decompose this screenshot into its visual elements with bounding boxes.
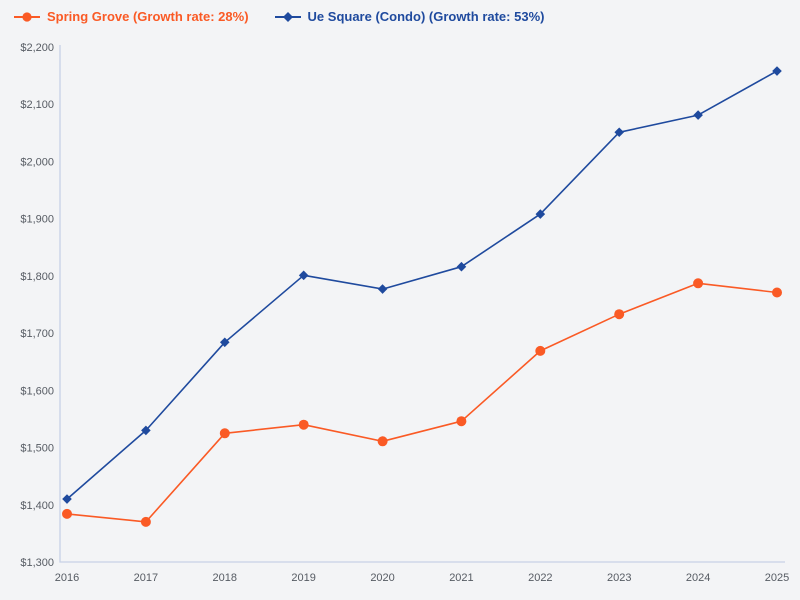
x-axis-tick-label: 2019 [291, 572, 315, 584]
x-axis-tick-label: 2024 [686, 572, 710, 584]
y-axis-tick-label: $2,000 [20, 156, 54, 168]
y-axis-tick-label: $1,500 [20, 443, 54, 455]
data-point-spring-grove[interactable] [140, 516, 151, 527]
chart-legend: Spring Grove (Growth rate: 28%) Ue Squar… [14, 9, 544, 24]
y-axis-tick-label: $1,300 [20, 557, 54, 569]
y-axis-tick-label: $1,700 [20, 328, 54, 340]
x-axis-tick-label: 2016 [55, 572, 79, 584]
data-point-spring-grove[interactable] [456, 416, 467, 427]
legend-label-spring-grove: Spring Grove (Growth rate: 28%) [47, 9, 249, 24]
legend-item-spring-grove[interactable]: Spring Grove (Growth rate: 28%) [14, 9, 249, 24]
x-axis-tick-label: 2018 [213, 572, 237, 584]
legend-label-ue-square: Ue Square (Condo) (Growth rate: 53%) [307, 9, 545, 24]
data-point-spring-grove[interactable] [614, 309, 625, 320]
axis-lines [59, 45, 785, 563]
data-point-ue-square-condo[interactable] [772, 66, 782, 76]
data-point-spring-grove[interactable] [535, 345, 546, 356]
data-point-ue-square-condo[interactable] [62, 494, 72, 504]
legend-item-ue-square[interactable]: Ue Square (Condo) (Growth rate: 53%) [274, 9, 545, 24]
data-point-spring-grove[interactable] [62, 508, 72, 519]
x-axis-tick-label: 2021 [449, 572, 473, 584]
y-axis-tick-label: $1,600 [20, 385, 54, 397]
data-point-ue-square-condo[interactable] [456, 261, 467, 272]
data-point-ue-square-condo[interactable] [141, 425, 151, 436]
y-axis-tick-label: $1,400 [20, 500, 54, 512]
y-axis-tick-label: $2,200 [20, 42, 54, 54]
data-point-spring-grove[interactable] [693, 278, 704, 289]
data-point-ue-square-condo[interactable] [219, 337, 230, 348]
y-axis-tick-label: $1,800 [20, 271, 54, 283]
x-axis-tick-label: 2020 [370, 572, 394, 584]
series-line-ue-square-condo [66, 70, 778, 500]
x-axis-tick-label: 2025 [765, 572, 789, 584]
y-axis-tick-label: $2,100 [20, 99, 54, 111]
data-point-ue-square-condo[interactable] [614, 127, 625, 138]
line-circle-marker-icon [14, 11, 40, 22]
series-line-spring-grove [66, 282, 778, 523]
x-axis-tick-label: 2023 [607, 572, 631, 584]
data-point-ue-square-condo[interactable] [298, 270, 309, 281]
data-point-spring-grove[interactable] [377, 436, 388, 447]
data-point-spring-grove[interactable] [219, 428, 230, 439]
y-axis-tick-label: $1,900 [20, 214, 54, 226]
data-point-spring-grove[interactable] [298, 419, 309, 430]
data-point-ue-square-condo[interactable] [377, 284, 388, 294]
x-axis-tick-label: 2017 [134, 572, 158, 584]
data-point-ue-square-condo[interactable] [693, 110, 703, 120]
line-diamond-marker-icon [274, 11, 301, 22]
data-point-spring-grove[interactable] [772, 287, 782, 298]
x-axis-tick-label: 2022 [528, 572, 552, 584]
data-point-ue-square-condo[interactable] [535, 209, 546, 219]
